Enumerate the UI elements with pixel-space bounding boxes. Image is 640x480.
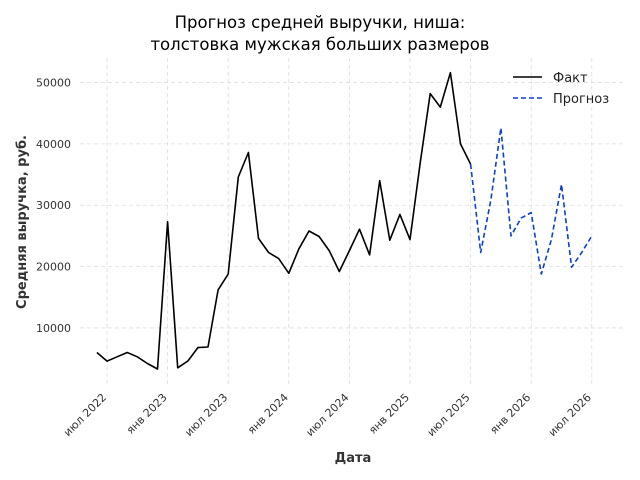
y-tick-label: 10000 [36, 322, 71, 335]
series-line-forecast [469, 127, 593, 275]
x-axis-label: Дата [335, 451, 372, 466]
x-tick-label: янв 2025 [366, 391, 412, 437]
x-tick-label: июл 2024 [303, 391, 351, 439]
y-axis-label: Средняя выручка, руб. [15, 135, 30, 309]
y-tick-label: 50000 [36, 77, 71, 90]
grid-layer [80, 58, 625, 385]
series-layer [96, 71, 593, 370]
x-tick-label: янв 2024 [245, 391, 291, 437]
x-tick-label: июл 2025 [425, 391, 473, 439]
legend-label-forecast: Прогноз [553, 92, 609, 107]
chart-title-line-1: Прогноз средней выручки, ниша: [174, 13, 466, 32]
tick-layer: 10000 20000 30000 40000 50000 июл 2022 янв 202… [36, 77, 594, 439]
chart-title-line-2: толстовка мужская больших размеров [150, 35, 490, 54]
legend: Факт Прогноз [513, 71, 609, 107]
x-tick-label: янв 2026 [488, 391, 534, 437]
x-tick-label: янв 2023 [124, 391, 170, 437]
y-tick-label: 40000 [36, 138, 71, 151]
series-line-fact [96, 71, 472, 370]
x-tick-label: июл 2026 [546, 391, 594, 439]
legend-label-fact: Факт [553, 71, 588, 86]
y-tick-label: 20000 [36, 261, 71, 274]
x-tick-label: июл 2022 [61, 391, 109, 439]
y-tick-label: 30000 [36, 199, 71, 212]
x-tick-label: июл 2023 [182, 391, 230, 439]
